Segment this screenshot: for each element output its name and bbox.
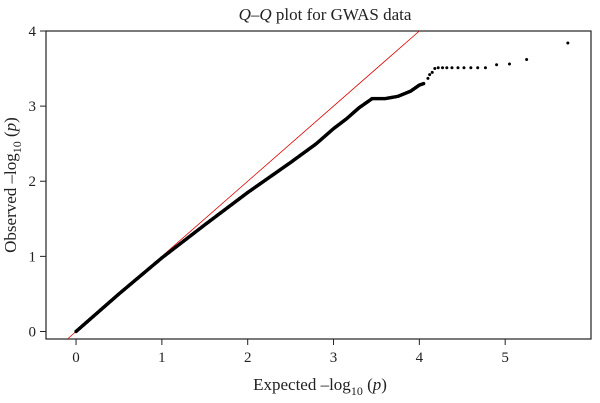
data-point [450,66,454,70]
data-point [476,66,480,70]
data-point [483,66,487,70]
y-tick-label: 4 [29,24,37,40]
data-point [441,66,445,70]
y-tick-label: 3 [29,99,37,115]
plot-frame [45,30,592,340]
x-tick-label: 0 [72,350,80,366]
y-axis: 0 1 2 3 4 [29,24,46,340]
data-points [74,41,570,334]
x-tick-label: 5 [501,350,509,366]
data-point [469,66,473,70]
x-tick-label: 4 [416,350,424,366]
data-point [421,81,426,86]
data-point [495,63,499,67]
y-axis-label: Observed –log10 (p) [1,117,24,253]
data-point [428,73,432,77]
data-point [456,66,460,70]
y-tick-label: 2 [29,174,37,190]
x-axis-label: Expected –log10 (p) [253,375,387,398]
data-point [426,76,430,80]
data-point [566,41,570,45]
x-tick-label: 2 [244,350,252,366]
data-point [462,66,466,70]
data-point [525,58,529,62]
y-tick-label: 1 [29,249,37,265]
x-tick-label: 1 [158,350,166,366]
y-tick-label: 0 [29,324,37,340]
data-point [507,62,511,66]
x-axis: 0 1 2 3 4 5 [72,339,509,366]
data-point [445,66,449,70]
data-point [430,70,434,74]
chart-title: Q–Q plot for GWAS data [239,5,412,24]
data-point [436,66,440,70]
data-point [433,67,437,71]
x-tick-label: 3 [330,350,338,366]
